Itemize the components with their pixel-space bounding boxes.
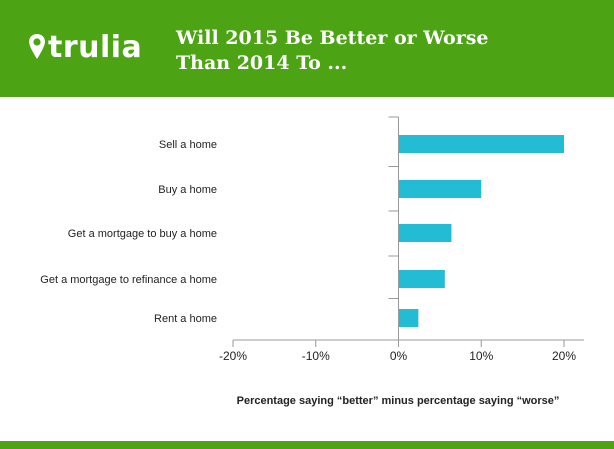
bar-3 — [398, 270, 445, 288]
category-label: Get a mortgage to refinance a home — [40, 274, 217, 286]
x-tick-label: 0% — [390, 349, 408, 363]
bar-4 — [398, 309, 419, 327]
trulia-logo: trulia — [28, 26, 142, 70]
x-axis-title: Percentage saying “better” minus percent… — [237, 395, 560, 407]
chart-title: Will 2015 Be Better or Worse Than 2014 T… — [176, 26, 596, 76]
bar-0 — [398, 135, 564, 153]
x-tick-label: -20% — [219, 349, 247, 363]
category-label: Rent a home — [154, 313, 217, 325]
x-tick-label: -10% — [302, 349, 330, 363]
category-label: Get a mortgage to buy a home — [68, 228, 217, 240]
title-line-1: Will 2015 Be Better or Worse — [176, 27, 489, 49]
axes — [232, 116, 584, 347]
bars — [398, 135, 564, 327]
bar-2 — [398, 224, 452, 242]
map-pin-icon — [29, 34, 45, 59]
x-tick-label: 10% — [469, 349, 493, 363]
category-labels: Sell a home Buy a home Get a mortgage to b… — [40, 139, 217, 325]
category-label: Sell a home — [159, 139, 217, 151]
title-line-2: Than 2014 To ... — [176, 52, 348, 74]
bar-chart: Sell a home Buy a home Get a mortgage to b… — [40, 116, 584, 407]
logo-text: trulia — [48, 30, 143, 65]
footer-bar — [0, 441, 614, 449]
x-tick-label: 20% — [552, 349, 576, 363]
bar-1 — [398, 180, 482, 198]
header-banner: trulia Will 2015 Be Better or Worse Than… — [0, 0, 614, 97]
tick-labels: -20% -10% 0% 10% 20% — [219, 349, 576, 363]
category-label: Buy a home — [158, 184, 217, 196]
